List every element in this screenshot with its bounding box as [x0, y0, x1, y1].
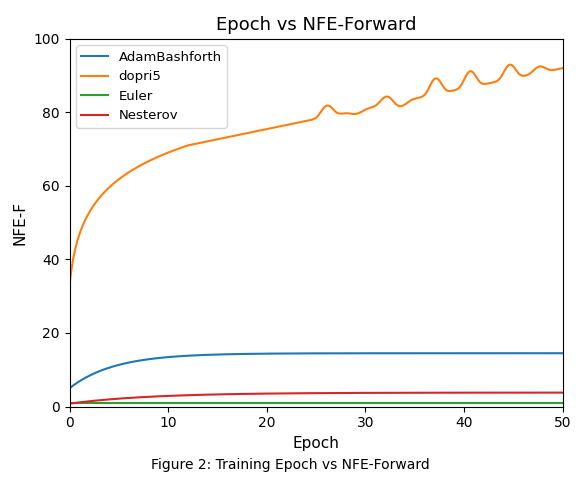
AdamBashforth: [559, 350, 566, 356]
dopri5: [507, 62, 514, 68]
Euler: [300, 400, 307, 406]
dopri5: [303, 118, 310, 124]
Nesterov: [303, 390, 310, 396]
Line: Nesterov: Nesterov: [70, 393, 563, 404]
AdamBashforth: [303, 350, 310, 356]
Euler: [303, 400, 310, 406]
Nesterov: [300, 390, 307, 396]
Line: dopri5: dopri5: [70, 65, 563, 285]
Y-axis label: NFE-F: NFE-F: [13, 201, 28, 244]
dopri5: [470, 70, 477, 76]
X-axis label: Epoch: Epoch: [293, 436, 339, 451]
Nesterov: [548, 390, 554, 395]
AdamBashforth: [333, 350, 340, 356]
Title: Epoch vs NFE-Forward: Epoch vs NFE-Forward: [216, 16, 416, 34]
Nesterov: [66, 401, 73, 407]
dopri5: [300, 119, 307, 124]
dopri5: [559, 65, 566, 71]
Euler: [360, 400, 367, 406]
Euler: [559, 400, 566, 406]
Euler: [66, 400, 73, 406]
Euler: [470, 400, 477, 406]
AdamBashforth: [300, 350, 307, 356]
Line: AdamBashforth: AdamBashforth: [70, 353, 563, 388]
Nesterov: [360, 390, 367, 396]
AdamBashforth: [66, 385, 73, 391]
dopri5: [548, 67, 555, 73]
AdamBashforth: [360, 350, 367, 356]
Euler: [333, 400, 340, 406]
Nesterov: [333, 390, 340, 396]
Text: Figure 2: Training Epoch vs NFE-Forward: Figure 2: Training Epoch vs NFE-Forward: [151, 458, 429, 471]
Legend: AdamBashforth, dopri5, Euler, Nesterov: AdamBashforth, dopri5, Euler, Nesterov: [76, 45, 227, 128]
Nesterov: [559, 390, 566, 395]
dopri5: [333, 109, 340, 115]
dopri5: [360, 108, 367, 114]
Euler: [548, 400, 554, 406]
Nesterov: [470, 390, 477, 395]
AdamBashforth: [548, 350, 554, 356]
AdamBashforth: [470, 350, 477, 356]
dopri5: [66, 282, 73, 288]
